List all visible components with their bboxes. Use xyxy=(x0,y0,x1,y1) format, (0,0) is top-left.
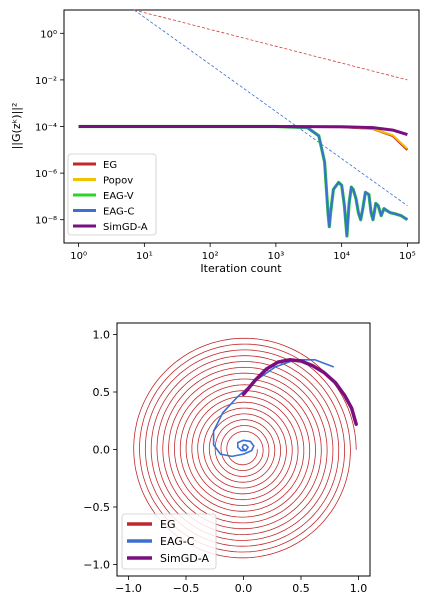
x-tick-label: 0.0 xyxy=(235,582,253,595)
y-tick-label: −1.0 xyxy=(83,559,110,572)
phase-plot-chart: −1.0 −0.5 0.0 0.5 1.0 −1.0 −0.5 0.0 0.5 1.0 EG EA… xyxy=(83,322,371,595)
chart1-legend: EG Popov EAG-V EAG-C SimGD-A xyxy=(67,153,157,236)
x-tick-label: 10⁵ xyxy=(399,251,416,262)
series-line-popov xyxy=(78,125,409,150)
x-tick-label: 10⁴ xyxy=(333,251,350,262)
series-line-eg xyxy=(78,125,409,151)
chart1-y-axis-label: ||G(zᵏ)||² xyxy=(10,103,23,150)
chart2-legend: EG EAG-C SimGD-A xyxy=(121,513,217,570)
reference-line-2 xyxy=(133,9,408,207)
legend-box xyxy=(121,513,217,570)
x-tick-label: −1.0 xyxy=(115,582,142,595)
y-tick-label: 10⁻⁶ xyxy=(35,169,57,180)
legend-label-simgd-a: SimGD-A xyxy=(160,552,209,565)
x-tick-label: 0.5 xyxy=(292,582,310,595)
convergence-chart: 10⁰ 10¹ 10² 10³ 10⁴ 10⁵ 10⁻⁸ 10⁻⁶ 10⁻⁴ 10⁻² 10⁰ I… xyxy=(10,9,420,275)
y-tick-label: −0.5 xyxy=(83,501,110,514)
y-tick-label: 10⁰ xyxy=(40,29,57,40)
y-tick-label: 1.0 xyxy=(93,329,111,342)
phase-line-eg xyxy=(133,337,357,559)
legend-label-popov: Popov xyxy=(103,176,133,187)
x-tick-label: 10⁰ xyxy=(70,251,87,262)
x-tick-label: 1.0 xyxy=(350,582,368,595)
phase-line-simgd-a xyxy=(241,358,358,426)
legend-label-eg: EG xyxy=(103,160,117,171)
x-tick-label: 10¹ xyxy=(136,251,153,262)
y-tick-label: 10⁻⁴ xyxy=(35,123,57,134)
legend-label-eg: EG xyxy=(160,518,175,531)
chart1-x-axis-label: Iteration count xyxy=(200,262,282,275)
chart1-series xyxy=(78,124,409,238)
y-tick-label: 0.5 xyxy=(93,386,111,399)
x-tick-label: −0.5 xyxy=(173,582,200,595)
chart2-y-ticks: −1.0 −0.5 0.0 0.5 1.0 xyxy=(83,329,117,572)
chart1-reference-lines xyxy=(133,9,408,207)
y-tick-label: 10⁻² xyxy=(35,76,57,87)
chart1-x-ticks: 10⁰ 10¹ 10² 10³ 10⁴ 10⁵ xyxy=(70,243,416,262)
x-tick-label: 10² xyxy=(202,251,219,262)
legend-label-simgd-a: SimGD-A xyxy=(103,222,148,233)
chart2-series xyxy=(133,337,358,559)
reference-line-1 xyxy=(134,9,408,81)
y-tick-label: 0.0 xyxy=(93,444,111,457)
series-line-simgd-a xyxy=(78,125,408,137)
y-tick-label: 10⁻⁸ xyxy=(35,216,57,227)
legend-box xyxy=(67,153,157,236)
legend-label-eag-c: EAG-C xyxy=(103,207,134,218)
series-line-eag-c xyxy=(78,125,408,238)
legend-label-eag-v: EAG-V xyxy=(103,191,134,202)
x-tick-label: 10³ xyxy=(268,251,285,262)
chart2-x-ticks: −1.0 −0.5 0.0 0.5 1.0 xyxy=(115,576,367,595)
legend-label-eag-c: EAG-C xyxy=(160,535,195,548)
chart1-y-ticks: 10⁻⁸ 10⁻⁶ 10⁻⁴ 10⁻² 10⁰ xyxy=(35,29,64,227)
